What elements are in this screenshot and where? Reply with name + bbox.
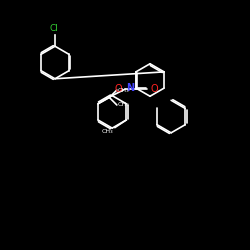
Text: O: O bbox=[150, 84, 158, 94]
Text: Cl: Cl bbox=[49, 24, 58, 33]
Text: CH₃: CH₃ bbox=[118, 88, 130, 92]
Text: CH₃: CH₃ bbox=[118, 102, 130, 108]
Text: O: O bbox=[114, 84, 122, 94]
Text: CH₃: CH₃ bbox=[102, 129, 114, 134]
Text: N: N bbox=[126, 83, 134, 93]
